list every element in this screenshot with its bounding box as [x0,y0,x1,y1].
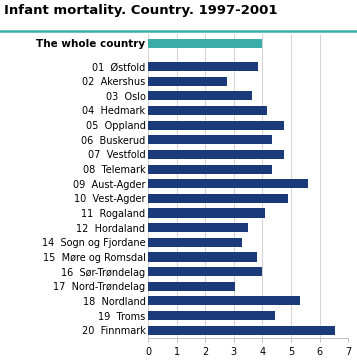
Text: Infant mortality. Country. 1997-2001: Infant mortality. Country. 1997-2001 [4,4,277,17]
Bar [148,39,262,48]
Bar [148,135,272,144]
Bar [148,296,300,305]
Bar [148,208,265,218]
Bar [148,252,257,261]
Bar [148,194,288,203]
Bar [148,77,227,86]
Bar [148,282,235,291]
Bar [148,223,248,232]
Bar [148,311,275,320]
Bar [148,121,284,130]
Bar [148,238,242,247]
Bar [148,62,258,71]
Bar [148,106,267,115]
Bar [148,165,272,174]
Bar [148,267,262,276]
Bar [148,150,284,159]
Bar [148,179,308,188]
Bar [148,91,252,100]
Bar [148,326,335,335]
